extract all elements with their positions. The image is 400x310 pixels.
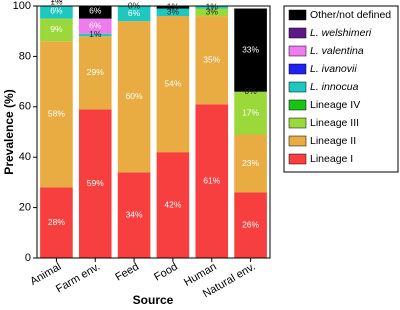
- legend-label: Lineage II: [310, 135, 356, 147]
- bar-segment: [195, 16, 229, 105]
- legend-label: L. ivanovii: [310, 63, 357, 75]
- data-label: 59%: [87, 178, 104, 188]
- legend-swatch: [288, 81, 307, 93]
- data-label: 3%: [206, 7, 219, 17]
- legend-label: Lineage IV: [310, 99, 360, 111]
- data-label: 6%: [89, 20, 102, 30]
- data-label: 42%: [164, 199, 181, 209]
- bars: [40, 6, 267, 258]
- bar-segment: [117, 21, 151, 173]
- y-tick-label: 0: [25, 252, 31, 264]
- x-tick-label: Feed: [113, 261, 141, 284]
- bar-segment: [78, 33, 112, 37]
- bar-segment: [234, 8, 267, 92]
- legend-swatch: [288, 153, 307, 165]
- data-label: 1%: [206, 2, 219, 12]
- data-label: 23%: [242, 158, 259, 168]
- bar-segment: [156, 16, 190, 153]
- legend-label: Other/not defined: [310, 9, 391, 21]
- x-tick-label: Food: [152, 261, 180, 284]
- y-tick-label: 80: [19, 50, 31, 62]
- bar-segment: [40, 41, 73, 188]
- data-label: 6%: [89, 5, 102, 15]
- bar-segment: [195, 104, 229, 258]
- legend-label: L. innocua: [310, 81, 359, 93]
- legend-swatch: [288, 45, 307, 57]
- bar-segment: [78, 36, 112, 110]
- y-tick-label: 60: [19, 101, 31, 113]
- data-label: 35%: [203, 54, 220, 64]
- bar-segment: [40, 187, 73, 258]
- data-label: 17%: [242, 107, 259, 117]
- legend-swatch: [288, 117, 307, 129]
- bar-segment: [78, 109, 112, 258]
- legend-swatch: [288, 99, 307, 111]
- data-label: 3%: [167, 7, 180, 17]
- data-label: 6%: [50, 5, 63, 15]
- bar-segment: [117, 172, 151, 258]
- bar-segment: [195, 8, 229, 17]
- data-label: 33%: [242, 44, 259, 54]
- data-label: 6%: [128, 8, 141, 18]
- data-label: 60%: [126, 91, 143, 101]
- y-axis-label: Prevalence (%): [2, 89, 16, 174]
- bar-segment: [117, 6, 151, 22]
- bar-segment: [195, 6, 229, 9]
- data-label: 58%: [48, 109, 65, 119]
- legend-label: Lineage III: [310, 117, 359, 129]
- legend-label: L. valentina: [310, 45, 364, 57]
- bar-segment: [78, 6, 112, 19]
- data-label: 61%: [203, 175, 220, 185]
- data-label: 26%: [242, 219, 259, 229]
- legend-swatch: [288, 9, 307, 21]
- data-label: 0%: [244, 86, 257, 96]
- y-tick-label: 100: [13, 0, 31, 12]
- legend-swatch: [288, 27, 307, 39]
- bar-segment: [234, 134, 267, 193]
- legend-swatch: [288, 63, 307, 75]
- plot-frame: [36, 5, 271, 259]
- bar-segment: [40, 6, 73, 19]
- legend-label: L. welshimeri: [310, 27, 372, 39]
- data-label: 1%: [50, 0, 63, 4]
- data-label: 28%: [48, 217, 65, 227]
- data-label: 29%: [87, 67, 104, 77]
- data-label: 9%: [50, 24, 63, 34]
- x-tick-label: Farm env.: [54, 261, 102, 296]
- bar-segment: [234, 91, 267, 135]
- data-label: 54%: [164, 78, 181, 88]
- data-label: 1%: [50, 0, 63, 6]
- bar-segment: [234, 192, 267, 258]
- data-label: 34%: [126, 209, 143, 219]
- bar-segment: [156, 8, 190, 17]
- x-axis-label: Source: [133, 293, 174, 307]
- data-label: 0%: [128, 0, 141, 10]
- y-tick-label: 20: [19, 202, 31, 214]
- bar-segment: [156, 6, 190, 9]
- y-tick-label: 40: [19, 151, 31, 163]
- legend-swatch: [288, 135, 307, 147]
- data-label: 1%: [89, 29, 102, 39]
- data-label: 1%: [167, 2, 180, 12]
- bar-segment: [156, 152, 190, 258]
- legend-label: Lineage I: [310, 153, 353, 165]
- bar-segment: [40, 18, 73, 42]
- bar-segment: [78, 18, 112, 34]
